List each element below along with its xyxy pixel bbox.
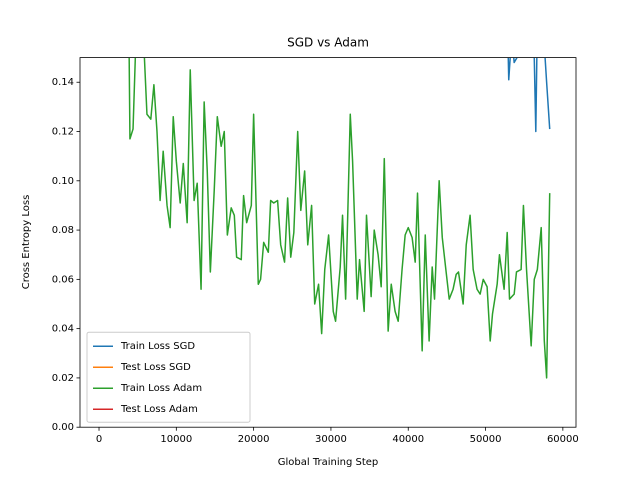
legend-label: Test Loss SGD: [120, 362, 191, 373]
x-tick-label: 60000: [547, 434, 579, 445]
legend-label: Test Loss Adam: [120, 404, 198, 415]
legend: Train Loss SGD Test Loss SGD Train Loss Ad…: [86, 331, 251, 423]
x-tick-label: 0: [96, 434, 102, 445]
line-series: [128, 57, 551, 379]
y-tick-label: 0.04: [52, 324, 74, 335]
y-tick-label: 0.00: [52, 422, 74, 433]
x-tick-label: 30000: [315, 434, 347, 445]
axes-frame: [79, 57, 577, 428]
legend-label: Train Loss Adam: [120, 383, 202, 394]
legend-label: Train Loss SGD: [120, 341, 195, 352]
y-axis-label: Cross Entropy Loss: [21, 195, 32, 290]
x-tick-label: 40000: [392, 434, 424, 445]
y-tick-label: 0.08: [52, 225, 74, 236]
x-tick-label: 20000: [238, 434, 270, 445]
x-tick-label: 10000: [160, 434, 192, 445]
y-tick-label: 0.06: [52, 274, 74, 285]
line-series: [507, 57, 551, 133]
legend-box: [86, 331, 251, 423]
y-tick-label: 0.12: [52, 127, 74, 138]
y-tick-label: 0.10: [52, 176, 74, 187]
y-tick-label: 0.14: [52, 77, 74, 88]
x-tick-label: 50000: [470, 434, 502, 445]
y-tick-label: 0.02: [52, 373, 74, 384]
plot-area: [128, 57, 551, 379]
x-axis-label: Global Training Step: [278, 457, 378, 468]
chart-title: SGD vs Adam: [287, 36, 369, 50]
